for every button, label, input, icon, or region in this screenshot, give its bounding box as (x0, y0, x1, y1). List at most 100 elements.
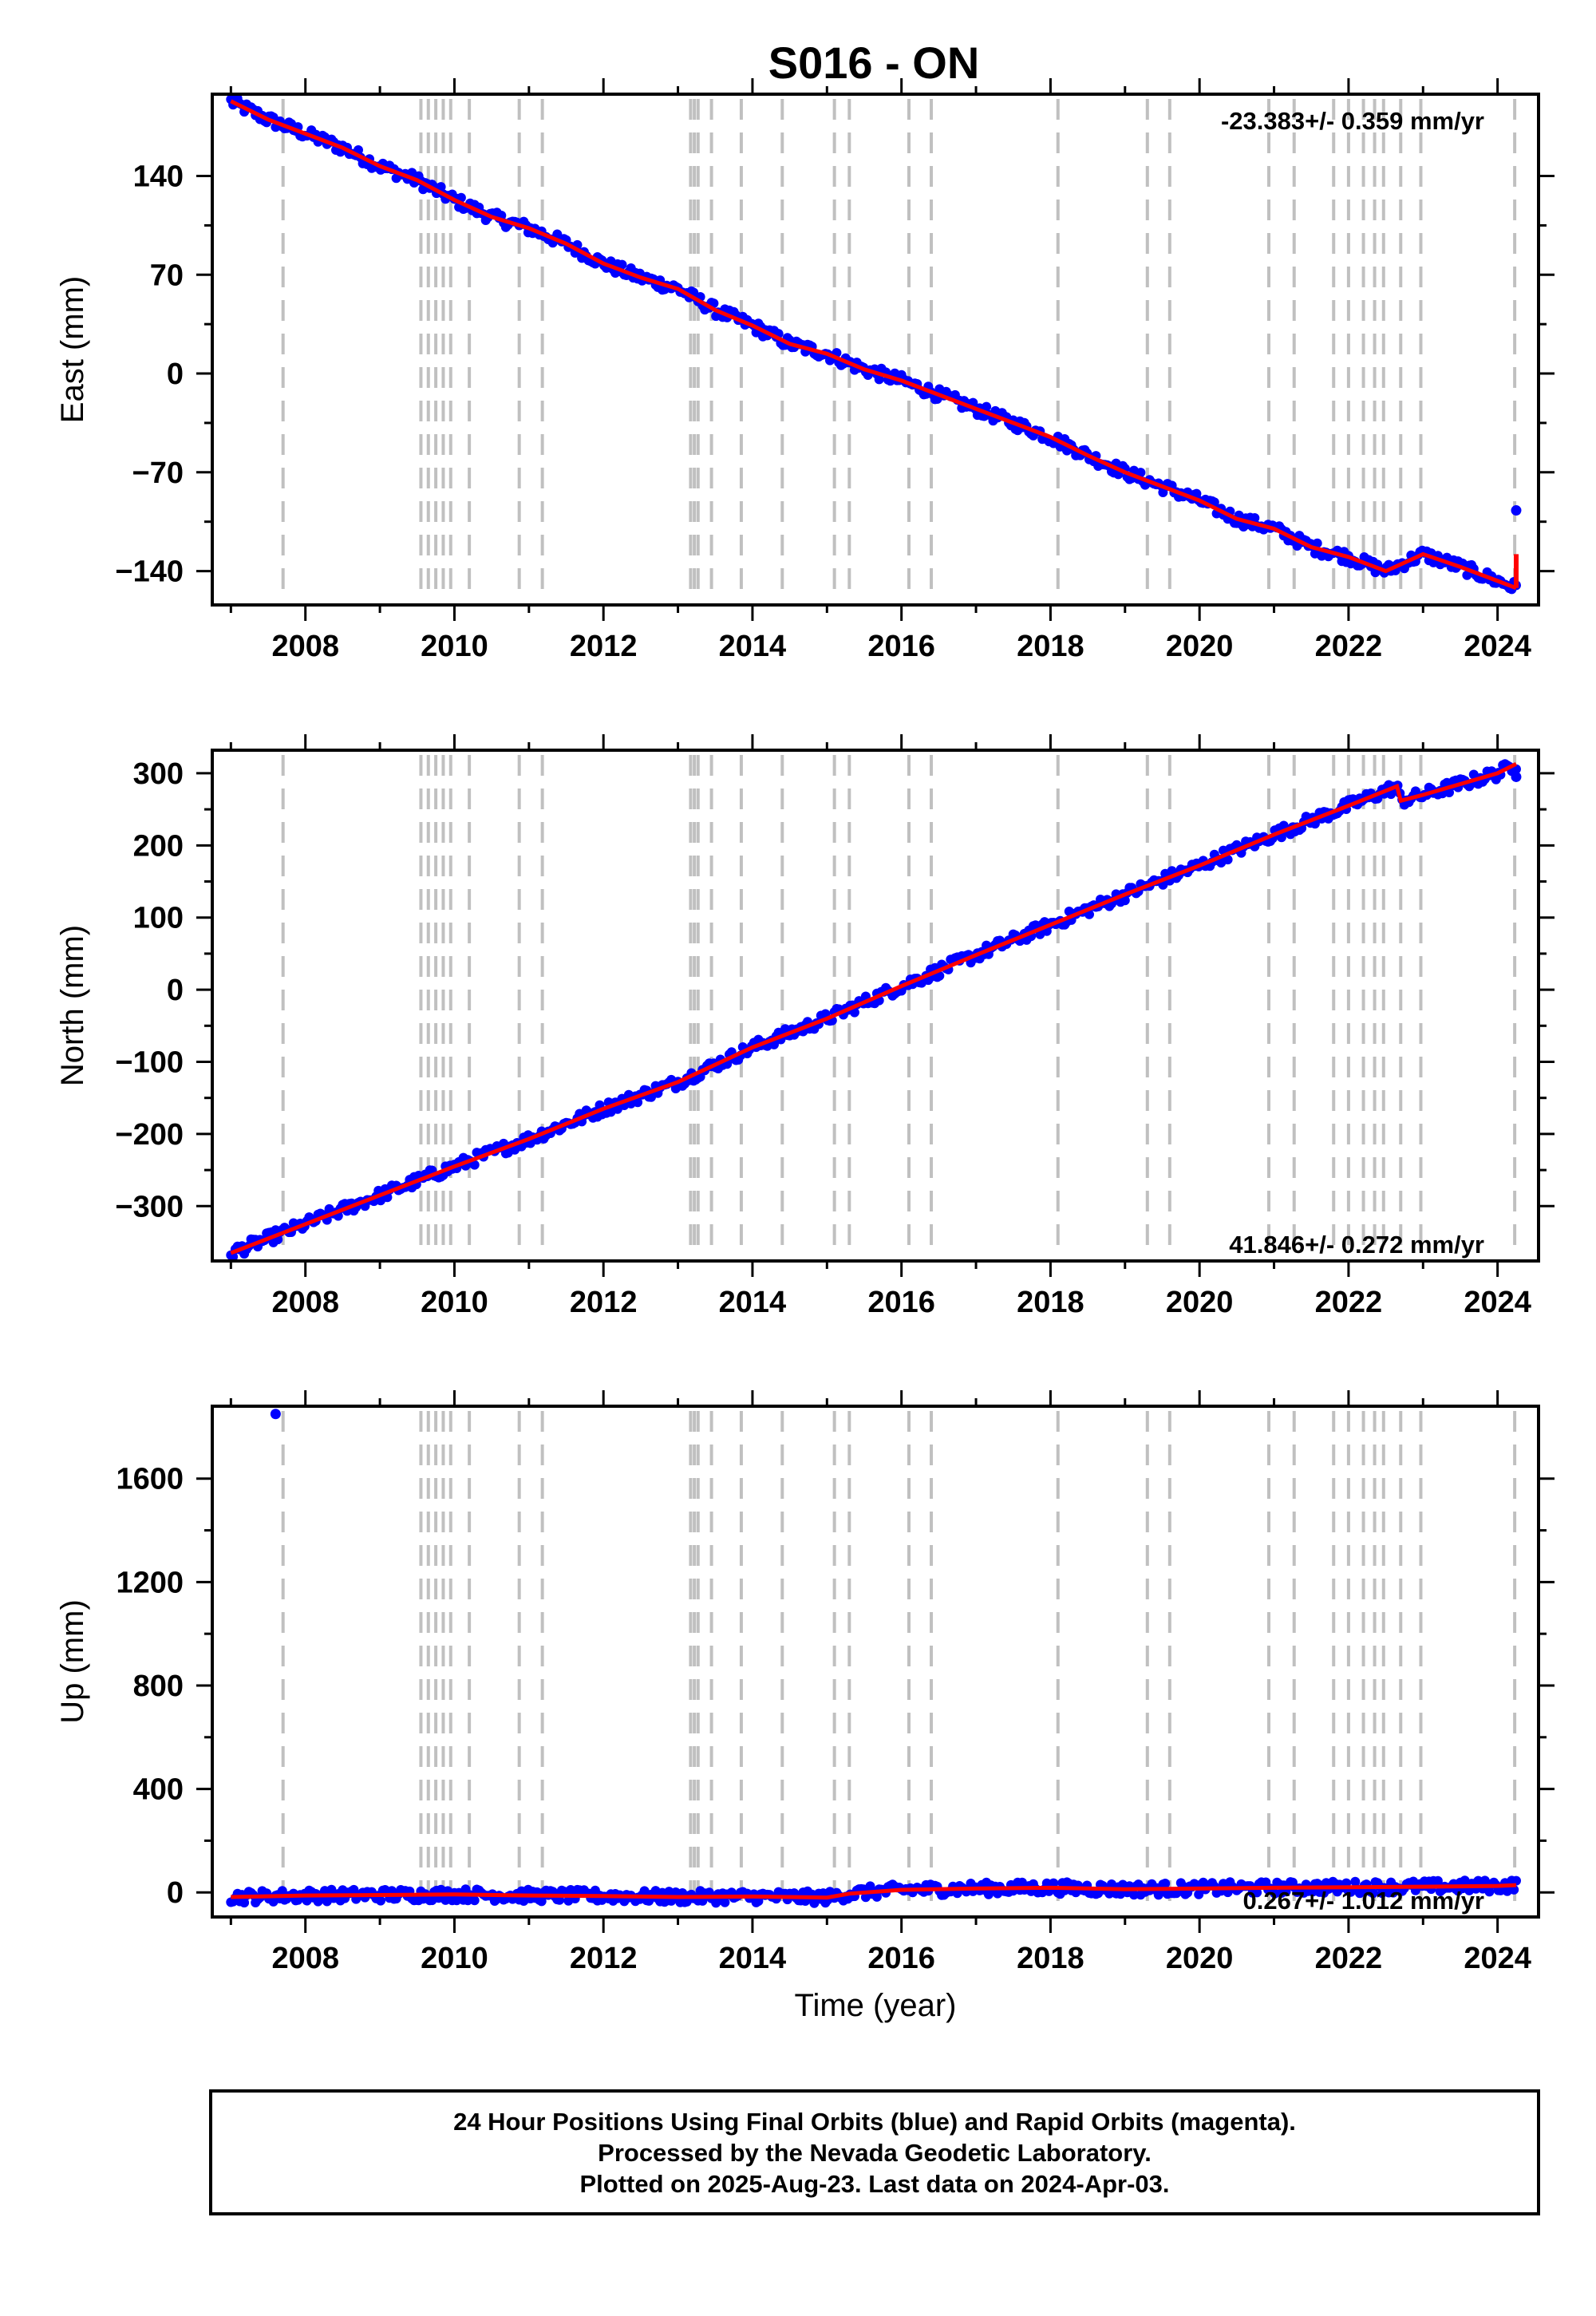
data-point (1462, 570, 1472, 580)
y-tick-label: 100 (133, 902, 184, 935)
x-axis: 2008 2010 2012 2014 2016 2018 2020 2022 2024 (229, 78, 1531, 663)
data-point (720, 1897, 730, 1907)
x-tick-label: 2014 (719, 1942, 787, 1975)
y-tick-label: 400 (133, 1773, 184, 1807)
x-tick-label: 2016 (867, 1942, 935, 1975)
x-tick-label: 2020 (1166, 630, 1234, 663)
model-fit-line (230, 99, 1517, 591)
data-point (566, 1885, 576, 1895)
y-tick-label: 140 (133, 160, 184, 194)
up-panel: 2008 2010 2012 2014 2016 2018 2020 2022 2024 0 400… (55, 1390, 1555, 2023)
x-tick-label: 2016 (867, 630, 935, 663)
data-point (239, 1898, 250, 1908)
y-tick-label: −100 (115, 1046, 184, 1080)
x-axis: 2008 2010 2012 2014 2016 2018 2020 2022 2024 (229, 734, 1531, 1319)
y-axis-label: Up (mm) (55, 1599, 90, 1724)
data-point (1223, 855, 1233, 865)
data-point (633, 1097, 643, 1108)
outlier-point (1511, 771, 1522, 782)
data-point (1120, 895, 1130, 906)
footer-line-3: Plotted on 2025-Aug-23. Last data on 202… (579, 2170, 1169, 2198)
y-tick-label: 200 (133, 829, 184, 863)
y-tick-label: 1200 (116, 1566, 184, 1599)
x-tick-label: 2008 (271, 1942, 339, 1975)
data-point (1129, 1890, 1139, 1900)
y-axis-label: North (mm) (55, 925, 90, 1086)
data-point (1160, 1879, 1171, 1888)
data-point (536, 1896, 547, 1907)
data-point (1194, 1889, 1204, 1899)
x-tick-label: 2014 (719, 1286, 787, 1319)
data-point (874, 374, 884, 385)
y-tick-label: −200 (115, 1118, 184, 1152)
x-tick-label: 2022 (1315, 1942, 1383, 1975)
x-tick-label: 2024 (1464, 1286, 1531, 1319)
data-point (1511, 1875, 1521, 1886)
y-tick-label: 0 (167, 974, 184, 1007)
data-point (871, 1891, 882, 1902)
y-tick-label: 0 (167, 358, 184, 391)
data-point (1252, 1887, 1262, 1898)
x-tick-label: 2022 (1315, 630, 1383, 663)
data-point (376, 1895, 385, 1906)
event-lines (281, 755, 1517, 1256)
x-tick-label: 2020 (1166, 1286, 1234, 1319)
x-tick-label: 2012 (570, 1942, 638, 1975)
x-axis-label: Time (year) (795, 1988, 957, 2023)
x-tick-label: 2024 (1464, 1942, 1531, 1975)
data-point (982, 401, 992, 412)
x-tick-label: 2010 (421, 630, 488, 663)
model-fit-line (231, 1883, 1517, 1900)
y-axis: −300 −200 −100 0 100 200 300 (115, 757, 1555, 1223)
plot-frame (211, 1405, 1540, 1919)
y-tick-label: 800 (133, 1670, 184, 1703)
data-point (1484, 1887, 1495, 1897)
data-point (934, 970, 945, 981)
x-tick-label: 2012 (570, 1286, 638, 1319)
outlier-point (1511, 505, 1522, 516)
data-point (469, 1160, 480, 1170)
data-point (1350, 1876, 1361, 1887)
plot-frame (211, 93, 1540, 607)
rate-label: 41.846+/- 0.272 mm/yr (1229, 1231, 1484, 1259)
model-fit-line (230, 761, 1518, 1255)
x-tick-label: 2008 (271, 630, 339, 663)
data-point (1312, 538, 1322, 548)
data-point (1250, 513, 1260, 523)
y-axis-label: East (mm) (55, 276, 90, 423)
y-tick-label: −140 (115, 555, 184, 589)
data-point (769, 1039, 779, 1049)
north-panel: 2008 2010 2012 2014 2016 2018 2020 2022 2024 −300… (55, 734, 1555, 1319)
event-lines (281, 1411, 1517, 1912)
east-panel: 2008 2010 2012 2014 2016 2018 2020 2022 2024 −140… (55, 78, 1555, 663)
x-tick-label: 2024 (1464, 630, 1531, 663)
x-tick-label: 2016 (867, 1286, 935, 1319)
x-tick-label: 2010 (421, 1942, 488, 1975)
x-tick-label: 2022 (1315, 1286, 1383, 1319)
y-tick-label: −70 (132, 456, 184, 490)
outlier-point (270, 1409, 281, 1420)
data-point (277, 1886, 287, 1896)
y-tick-label: 1600 (116, 1463, 184, 1496)
y-tick-label: 70 (150, 259, 184, 292)
data-point (1136, 468, 1146, 478)
x-tick-label: 2014 (719, 630, 787, 663)
x-tick-label: 2018 (1017, 630, 1084, 663)
data-point (1509, 1884, 1519, 1895)
footer-box: 24 Hour Positions Using Final Orbits (bl… (209, 2089, 1540, 2215)
data-point (469, 1895, 480, 1906)
rate-label: -23.383+/- 0.359 mm/yr (1221, 107, 1484, 135)
x-tick-label: 2012 (570, 630, 638, 663)
data-point (436, 182, 446, 192)
chart-title: S016 - ON (768, 38, 980, 88)
x-tick-label: 2018 (1017, 1286, 1084, 1319)
data-point (1432, 1875, 1443, 1886)
y-tick-label: 0 (167, 1876, 184, 1910)
event-lines (281, 99, 1517, 600)
y-axis: 0 400 800 1200 1600 (116, 1463, 1555, 1910)
y-tick-label: −300 (115, 1190, 184, 1223)
footer-line-1: 24 Hour Positions Using Final Orbits (bl… (453, 2108, 1296, 2136)
data-point (228, 1251, 239, 1262)
footer-line-2: Processed by the Nevada Geodetic Laborat… (598, 2139, 1152, 2167)
